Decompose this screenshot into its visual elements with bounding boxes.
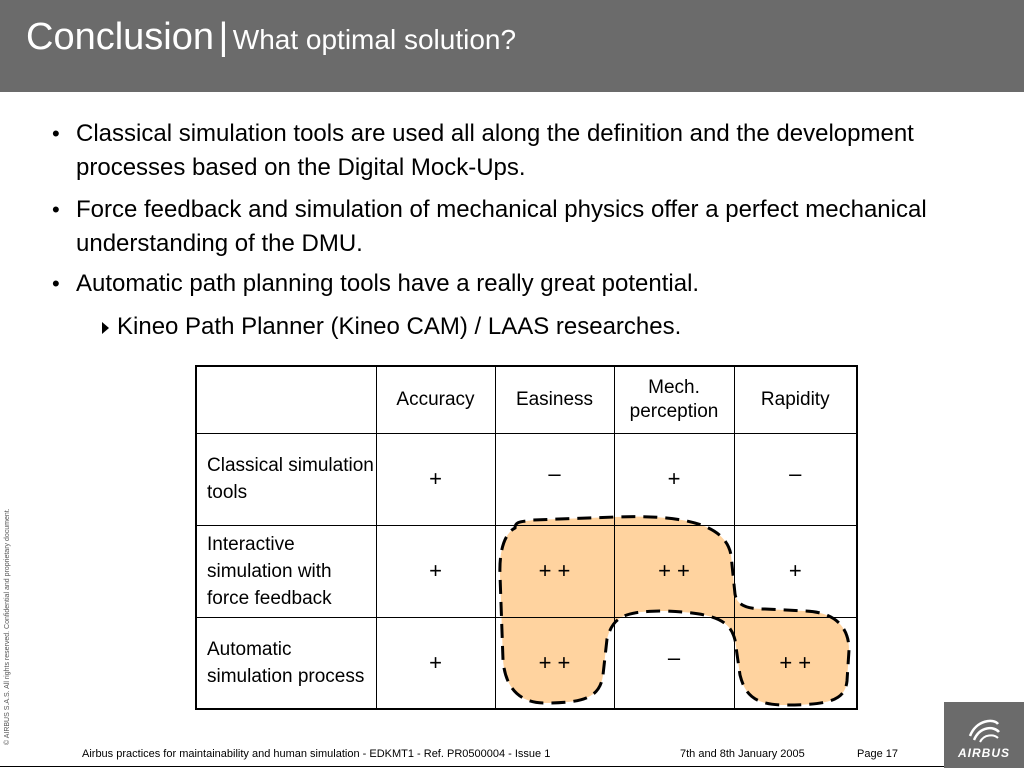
table-cell: + + (733, 616, 858, 710)
bullet-text: Classical simulation tools are used all … (76, 120, 914, 181)
table-cell: + (733, 524, 858, 618)
footer-divider (0, 766, 944, 767)
bullet-text: Force feedback and simulation of mechani… (76, 196, 927, 257)
title-main: Conclusion (26, 16, 214, 58)
header-rapidity: Rapidity (733, 365, 858, 434)
table-row: Automatic simulation process + + + – + + (195, 616, 858, 710)
bullet-text: Automatic path planning tools have a rea… (76, 270, 700, 297)
table-row: Classical simulation tools + – + – (195, 432, 858, 526)
table-cell: + (613, 432, 735, 526)
bullet-item: • Automatic path planning tools have a r… (52, 267, 956, 301)
title-separator: | (218, 16, 229, 58)
bullet-dot-icon: • (52, 121, 60, 146)
row-label: Automatic simulation process (195, 616, 377, 710)
bullet-item: • Classical simulation tools are used al… (52, 117, 956, 185)
table-cell: – (494, 432, 615, 526)
header-mech-perception: Mech. perception (613, 365, 735, 434)
row-label: Interactive simulation with force feedba… (195, 524, 377, 618)
table-cell: + (375, 432, 496, 526)
bullet-dot-icon: • (52, 197, 60, 222)
slide-title: Conclusion | What optimal solution? (26, 18, 516, 56)
table-cell: + + (494, 616, 615, 710)
title-bar: Conclusion | What optimal solution? (0, 0, 1024, 92)
comparison-table: Accuracy Easiness Mech. perception Rapid… (195, 365, 858, 710)
table-cell: + + (613, 524, 735, 618)
sub-bullet-item: Kineo Path Planner (Kineo CAM) / LAAS re… (102, 310, 817, 344)
bullet-item: • Force feedback and simulation of mecha… (52, 193, 956, 261)
table-cell: + (375, 616, 496, 710)
table-cell: + (375, 524, 496, 618)
table-cell: + + (494, 524, 615, 618)
footer-page-number: Page 17 (857, 748, 898, 760)
airbus-swirl-icon (968, 719, 1000, 743)
table-row: Interactive simulation with force feedba… (195, 524, 858, 618)
arrow-right-icon (102, 322, 109, 334)
title-subtitle: What optimal solution? (232, 24, 517, 55)
header-easiness: Easiness (494, 365, 615, 434)
row-label: Classical simulation tools (195, 432, 377, 526)
airbus-logo: AIRBUS (944, 702, 1024, 768)
footer-date: 7th and 8th January 2005 (680, 748, 805, 760)
table-cell: – (733, 432, 858, 526)
data-table: Accuracy Easiness Mech. perception Rapid… (195, 365, 858, 710)
table-cell: – (613, 616, 735, 710)
sub-bullet-text: Kineo Path Planner (Kineo CAM) / LAAS re… (117, 313, 682, 340)
table-header-row: Accuracy Easiness Mech. perception Rapid… (195, 365, 858, 434)
copyright-notice: © AIRBUS S.A.S. All rights reserved. Con… (4, 508, 11, 745)
header-accuracy: Accuracy (375, 365, 496, 434)
footer-document-ref: Airbus practices for maintainability and… (82, 748, 551, 760)
bullet-dot-icon: • (52, 271, 60, 296)
airbus-logo-text: AIRBUS (957, 746, 1010, 760)
header-empty-cell (195, 365, 377, 434)
